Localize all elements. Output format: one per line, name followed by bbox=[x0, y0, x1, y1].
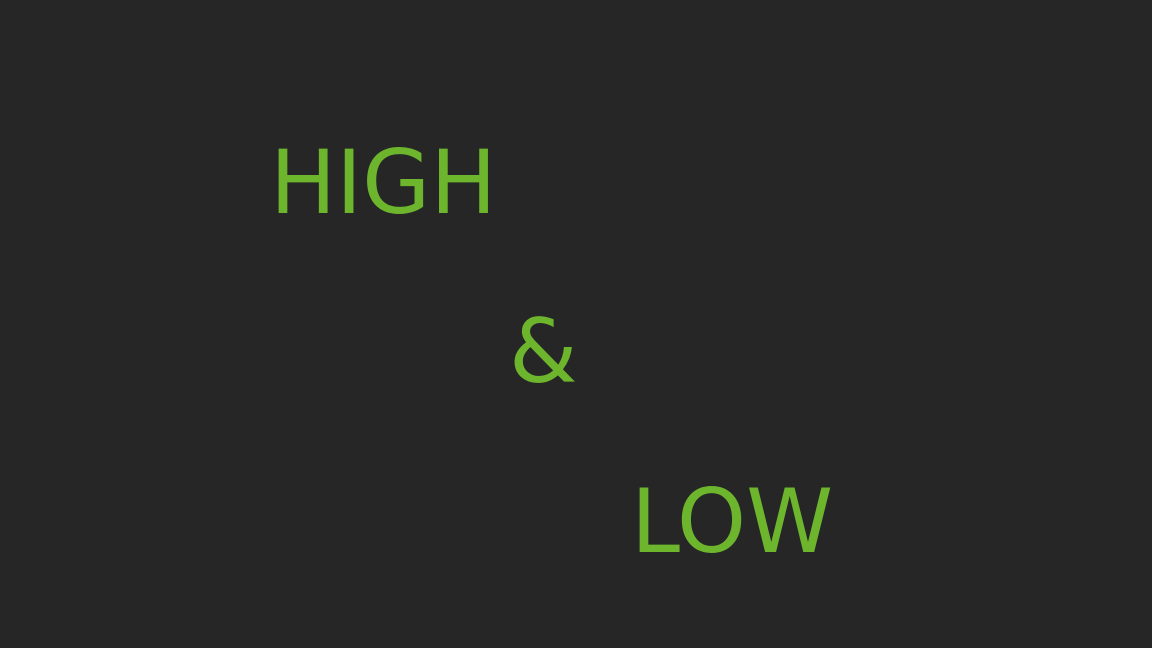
title-word-high: HIGH bbox=[270, 131, 497, 234]
title-ampersand: & bbox=[509, 300, 578, 403]
title-word-low: LOW bbox=[631, 470, 834, 573]
